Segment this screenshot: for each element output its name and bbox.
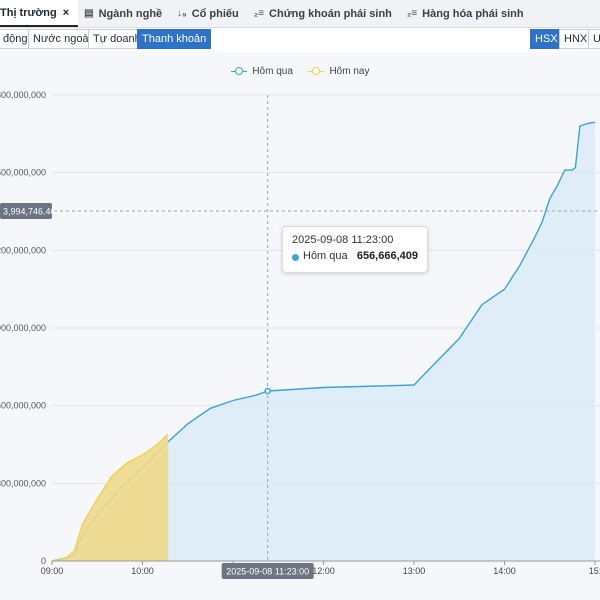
series-yesterday-area [52,122,595,561]
tooltip-series-name: Hôm qua [303,250,348,262]
y-tick-label: 900,000,000 [0,323,46,333]
legend-yesterday-symbol [230,67,247,76]
filter-liquidity[interactable]: Thanh khoản [137,29,212,49]
tab-bar: Thị trường × ▤ Ngành nghề ↓₉ Cổ phiếu ₂≡… [0,0,600,28]
series-today-line [51,433,169,562]
tab-commodity-label: Hàng hóa phái sinh [422,7,524,20]
y-tick-label: 1,800,000,000 [0,90,46,100]
tooltip-series-dot [292,254,299,261]
tab-commodity-derivatives[interactable]: ₂≡ Hàng hóa phái sinh [401,0,533,27]
legend-today-symbol [307,67,324,76]
x-tick-label: 14:00 [493,566,516,576]
y-tick-label: 300,000,000 [0,478,46,488]
crosshair-x-label-bg [221,563,314,579]
table-icon: ▤ [84,8,94,19]
legend-yesterday-label: Hôm qua [252,66,293,77]
tooltip-value: 656,666,409 [356,250,418,262]
tab-industry[interactable]: ▤ Ngành nghề [78,0,171,27]
y-tick-label: 0 [41,556,46,566]
list-icon: ₂≡ [406,8,418,19]
legend-yesterday[interactable]: Hôm qua [230,66,293,77]
chart-tooltip: 2025-09-08 11:23:00 Hôm qua 656,666,409 [282,226,428,273]
series-today-area [52,434,169,561]
crosshair-point [264,387,271,395]
tab-derivatives[interactable]: ₂≡ Chứng khoán phái sinh [248,0,401,27]
crosshair-x-label: 2025-09-08 11:23:00 [226,567,309,577]
crosshair-y-label: 3,994,746.46 [3,207,56,217]
tab-derivatives-label: Chứng khoán phái sinh [269,7,392,20]
tab-market[interactable]: Thị trường × [0,0,79,27]
y-tick-label: 1,200,000,000 [0,245,46,255]
x-tick-label: 12:00 [312,566,335,576]
list-icon: ₂≡ [253,8,265,19]
legend-today[interactable]: Hôm nay [307,66,370,77]
chart-legend: Hôm qua Hôm nay [0,66,600,77]
tab-stocks[interactable]: ↓₉ Cổ phiếu [171,0,248,27]
tooltip-time: 2025-09-08 11:23:00 [292,234,394,246]
y-tick-label: 1,500,000,000 [0,168,46,178]
close-icon[interactable]: × [62,6,70,19]
exchange-hsx[interactable]: HSX [530,29,563,49]
filter-activity[interactable]: động [0,29,33,49]
y-tick-label: 600,000,000 [0,401,46,411]
crosshair-y-label-bg [0,203,52,219]
x-tick-label: 13:00 [403,566,426,576]
filter-bar: động Nước ngoài Tự doanh Thanh khoản HSX… [0,29,600,49]
exchange-hnx[interactable]: HNX [559,29,593,49]
tab-market-label: Thị trường [0,6,57,19]
x-tick-label: 09:00 [41,566,64,576]
filter-proprietary[interactable]: Tự doanh [88,29,146,49]
filter-foreign[interactable]: Nước ngoài [28,29,96,49]
tab-industry-label: Ngành nghề [98,7,163,20]
legend-today-label: Hôm nay [329,66,370,77]
sort-icon: ↓₉ [177,8,187,19]
exchange-upcom[interactable]: U [588,29,600,49]
x-tick-label: 10:00 [131,566,154,576]
x-tick-label: 15: [589,566,600,576]
tab-stocks-label: Cổ phiếu [191,7,239,20]
